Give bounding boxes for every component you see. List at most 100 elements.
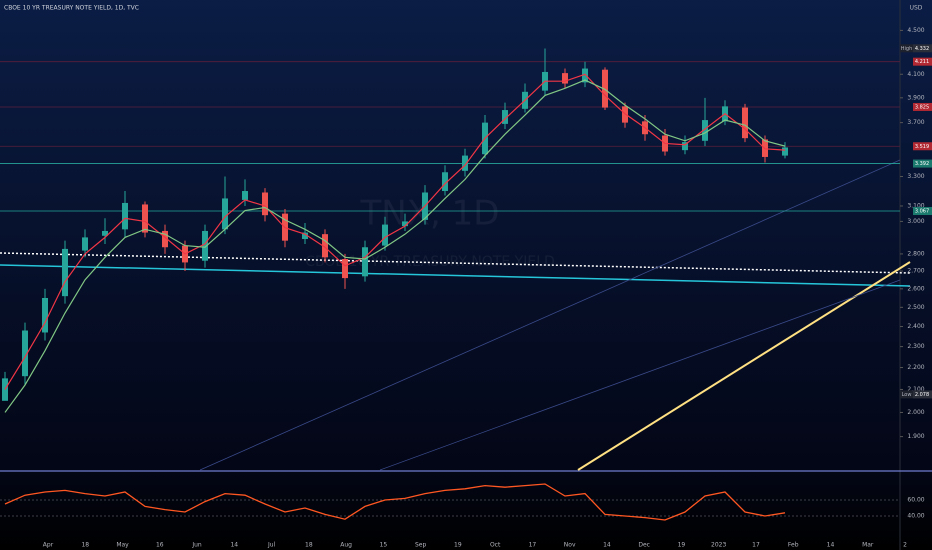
candle-body	[682, 142, 688, 151]
x-tick-label: 19	[678, 542, 686, 549]
x-tick-label: Feb	[788, 542, 799, 549]
candle-body	[162, 230, 168, 248]
x-tick-label: Sep	[415, 542, 427, 549]
candle-body	[582, 68, 588, 83]
candle-body	[322, 234, 328, 258]
candle-body	[142, 204, 148, 233]
price-tag-value: 4.332	[915, 46, 929, 52]
x-tick-label: 18	[81, 542, 89, 549]
price-tag	[913, 44, 932, 53]
price-tag-value: 2.078	[915, 392, 929, 398]
rsi-line	[4, 483, 786, 521]
x-tick-label: 19	[454, 542, 462, 549]
x-tick-label: 14	[827, 542, 835, 549]
y-tick-label: 3.300	[907, 173, 924, 180]
x-tick-label: 14	[603, 542, 611, 549]
price-tag-value: 3.392	[915, 161, 929, 167]
candle-body	[222, 198, 228, 230]
y-tick-label: 3.100	[907, 202, 924, 209]
candle-body	[382, 224, 388, 246]
candle-body	[122, 202, 128, 230]
x-tick-label: 15	[380, 542, 388, 549]
y-tick-label: 3.700	[907, 119, 924, 126]
y-tick-label: 1.900	[907, 433, 924, 440]
price-tag	[913, 207, 932, 216]
candle-body	[362, 247, 368, 277]
price-tag-label: High	[901, 46, 913, 52]
x-tick-label: 18	[305, 542, 313, 549]
price-tag	[913, 57, 932, 66]
y-tick-label: 2.100	[907, 386, 924, 393]
y-tick-label: 2.500	[907, 304, 924, 311]
moving-average	[4, 73, 786, 390]
candle-body	[602, 69, 608, 108]
chart-title: CBOE 10 YR TREASURY NOTE YIELD, 1D, TVC	[4, 5, 139, 12]
x-tick-label: 17	[529, 542, 537, 549]
candle-body	[2, 378, 8, 401]
price-tag	[913, 142, 932, 151]
price-tag	[913, 102, 932, 111]
price-tag-label-bg	[900, 390, 913, 399]
x-tick-label: 16	[156, 542, 164, 549]
x-tick-label: 17	[752, 542, 760, 549]
x-tick-label: Dec	[638, 542, 650, 549]
candle-body	[442, 172, 448, 192]
candle-body	[782, 147, 788, 156]
candle-body	[82, 237, 88, 251]
candle-body	[702, 120, 708, 141]
trend-line	[0, 264, 911, 287]
x-tick-label: Oct	[490, 542, 501, 549]
x-tick-label: May	[116, 542, 129, 549]
candle-body	[202, 230, 208, 261]
y-tick-label: 3.900	[907, 94, 924, 101]
candle-body	[102, 230, 108, 236]
y-tick-label: 2.800	[907, 250, 924, 257]
x-tick-label: Mar	[862, 542, 874, 549]
rsi-tick-label: 40.00	[907, 513, 924, 520]
y-tick-label: 4.100	[907, 71, 924, 78]
price-tag-value: 3.519	[915, 144, 929, 150]
candle-body	[402, 221, 408, 227]
candle-body	[22, 330, 28, 377]
candle-body	[62, 248, 68, 297]
candle-body	[302, 232, 308, 240]
candle-body	[742, 107, 748, 139]
y-tick-label: 2.300	[907, 343, 924, 350]
x-tick-label: 2	[903, 542, 907, 549]
price-tag-value: 3.825	[915, 104, 929, 110]
moving-average	[4, 79, 786, 413]
candle-body	[502, 110, 508, 124]
trend-line	[379, 279, 901, 471]
trend-line	[199, 159, 901, 471]
price-tag-label: Low	[902, 392, 912, 398]
candle-body	[242, 191, 248, 200]
x-tick-label: Apr	[43, 542, 54, 549]
candle-body	[42, 297, 48, 333]
x-tick-label: Aug	[340, 542, 352, 549]
rsi-tick-label: 60.00	[907, 497, 924, 504]
y-tick-label: 2.200	[907, 364, 924, 371]
y-tick-label: 3.000	[907, 218, 924, 225]
candle-body	[262, 192, 268, 216]
candle-body	[562, 73, 568, 84]
price-tag-label-bg	[900, 44, 913, 53]
candle-body	[462, 155, 468, 171]
price-tag	[913, 159, 932, 168]
x-tick-label: Jun	[191, 542, 202, 549]
x-tick-label: Jul	[267, 542, 276, 549]
x-tick-label: 2023	[711, 542, 726, 549]
price-tag	[913, 390, 932, 399]
y-tick-label: 2.000	[907, 409, 924, 416]
x-tick-label: 14	[230, 542, 238, 549]
y-tick-label: 2.400	[907, 323, 924, 330]
y-tick-label: 2.600	[907, 285, 924, 292]
price-tag-value: 3.067	[915, 209, 929, 215]
y-tick-label: 2.700	[907, 268, 924, 275]
price-tag-value: 4.211	[915, 59, 929, 65]
y-tick-label: 4.500	[907, 27, 924, 34]
currency: USD	[910, 5, 923, 12]
x-tick-label: Nov	[564, 542, 576, 549]
candle-body	[342, 259, 348, 279]
